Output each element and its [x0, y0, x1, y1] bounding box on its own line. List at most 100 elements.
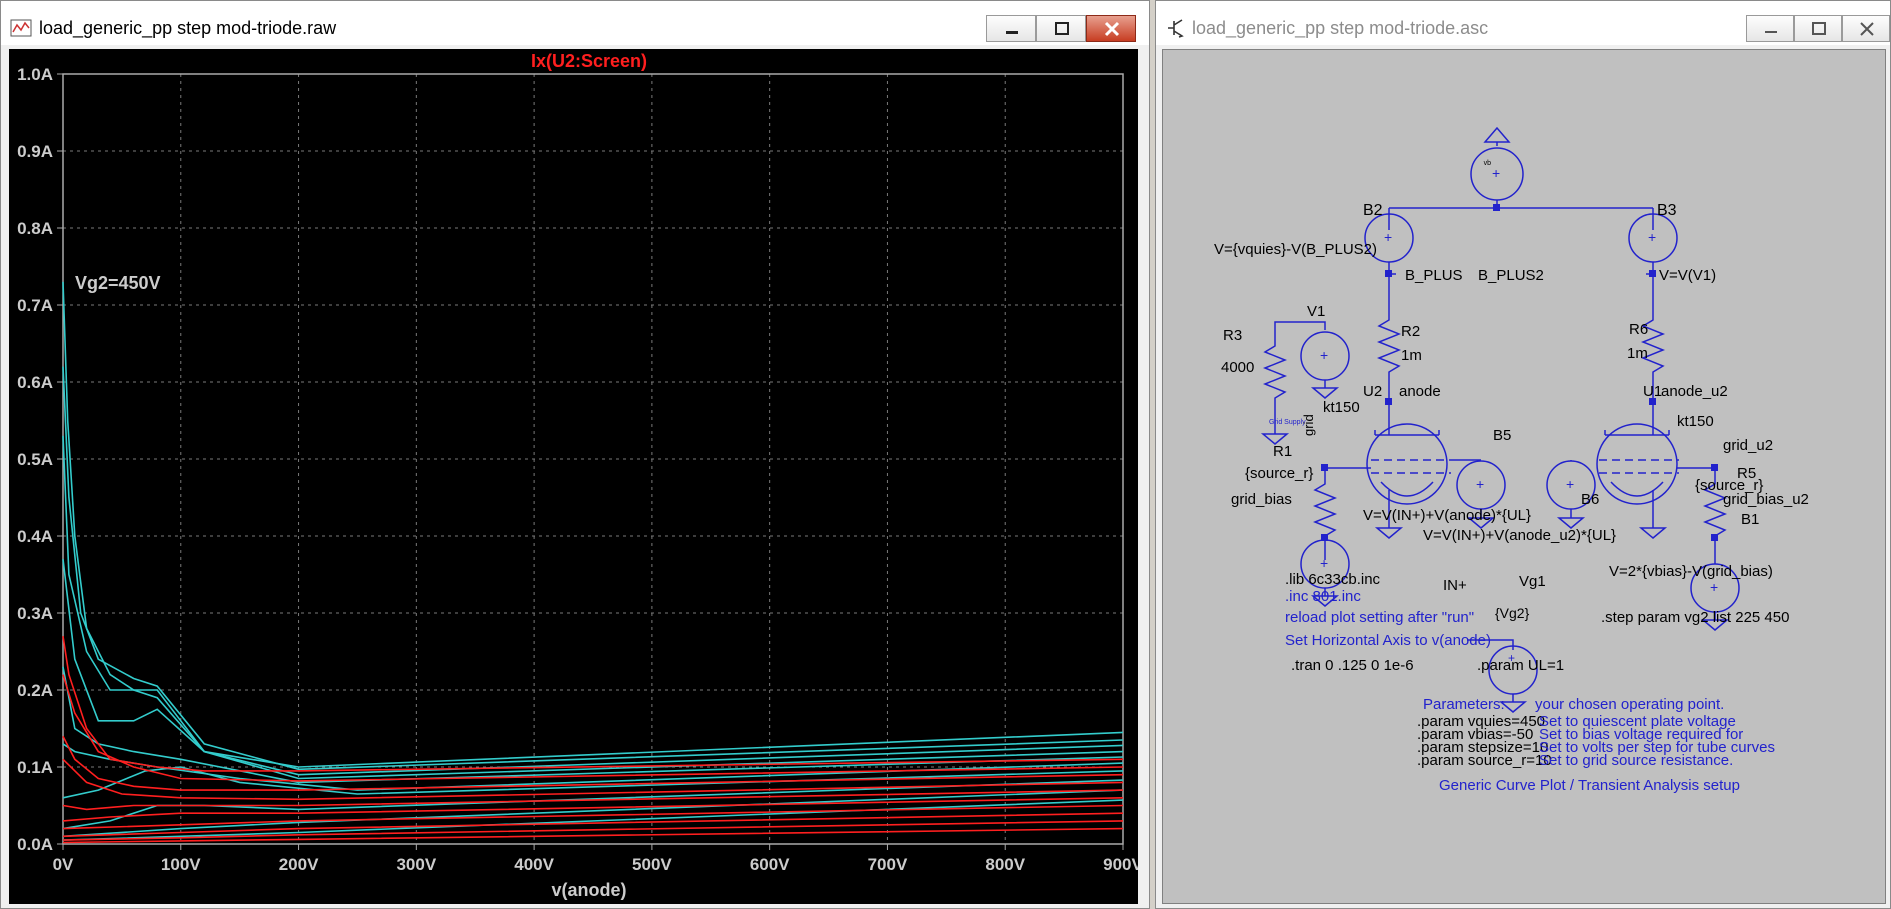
vg1-label[interactable]: Vg1 — [1519, 573, 1546, 590]
schematic-app-icon — [1168, 19, 1184, 38]
u1-model[interactable]: kt150 — [1677, 413, 1714, 430]
y-tick-label: 0.6A — [17, 373, 53, 392]
anode-net: anode — [1399, 383, 1441, 400]
r1-value[interactable]: {source_r} — [1245, 465, 1313, 482]
svg-text:+: + — [1710, 579, 1718, 595]
r3-value[interactable]: 4000 — [1221, 359, 1254, 376]
b3-expression[interactable]: V=V(V1) — [1659, 267, 1716, 284]
inc-directive[interactable]: .inc 801.inc — [1285, 588, 1361, 605]
trace-line-16[interactable] — [62, 797, 1124, 822]
r6-value[interactable]: 1m — [1627, 345, 1648, 362]
note-source-r[interactable]: Set to grid source resistance. — [1539, 752, 1733, 769]
v1-label[interactable]: V1 — [1307, 303, 1325, 320]
r3-label[interactable]: R3 — [1223, 327, 1242, 344]
b3-label[interactable]: B3 — [1657, 202, 1677, 219]
trace-line-11[interactable] — [62, 635, 1124, 772]
schematic-window-title: load_generic_pp step mod-triode.asc — [1192, 18, 1489, 38]
schematic-minimize-button[interactable] — [1746, 15, 1794, 42]
trace-line-5[interactable] — [62, 666, 1124, 784]
waveform-window[interactable]: load_generic_pp step mod-triode.raw Ix(U… — [0, 0, 1150, 909]
trace-name[interactable]: Ix(U2:Screen) — [531, 51, 647, 71]
schematic-titlebar[interactable]: load_generic_pp step mod-triode.asc — [1156, 1, 1890, 45]
schematic-junctions — [1321, 204, 1718, 541]
u1-label[interactable]: U1 — [1643, 383, 1662, 400]
param-ul-directive[interactable]: .param UL=1 — [1477, 657, 1564, 674]
x-tick-label: 0V — [53, 855, 74, 874]
r5-value[interactable]: {source_r} — [1695, 477, 1763, 494]
y-tick-label: 0.8A — [17, 219, 53, 238]
b6-expression[interactable]: V=V(IN+)+V(anode_u2)*{UL} — [1423, 527, 1616, 544]
u2-label[interactable]: U2 — [1363, 383, 1382, 400]
x-tick-label: 500V — [632, 855, 672, 874]
lib-directive[interactable]: .lib 6c33cb.inc — [1285, 571, 1381, 588]
horizontal-axis-comment[interactable]: Set Horizontal Axis to v(anode) — [1285, 632, 1491, 649]
x-tick-label: 200V — [279, 855, 319, 874]
trace-line-13[interactable] — [62, 735, 1124, 791]
in-plus-net: IN+ — [1443, 577, 1467, 594]
y-tick-label: 0.7A — [17, 296, 53, 315]
trace-line-3[interactable] — [62, 435, 1124, 776]
param-vquies[interactable]: .param vquies=450 — [1417, 713, 1545, 730]
param-vbias[interactable]: .param vbias=-50 — [1417, 726, 1533, 743]
trace-line-18[interactable] — [62, 812, 1124, 838]
close-button[interactable] — [1086, 15, 1136, 42]
schematic-drawing[interactable]: + + + + + + + + + B2 B3 V={vquies}-V(B_P… — [1163, 50, 1885, 903]
b2-label[interactable]: B2 — [1363, 202, 1383, 219]
setup-footer[interactable]: Generic Curve Plot / Transient Analysis … — [1439, 777, 1740, 794]
schematic-labels: B2 B3 V={vquies}-V(B_PLUS2) V=V(V1) B_PL… — [1214, 160, 1809, 794]
trace-line-1[interactable] — [62, 281, 1124, 768]
close-icon — [1860, 22, 1874, 36]
b6-label[interactable]: B6 — [1581, 491, 1599, 508]
trace-line-15[interactable] — [62, 789, 1124, 811]
vg1-value[interactable]: {Vg2} — [1495, 605, 1530, 621]
b-plus-net: B_PLUS — [1405, 267, 1463, 284]
close-icon — [1104, 21, 1120, 37]
note-vbias[interactable]: Set to bias voltage required for — [1539, 726, 1743, 743]
vb-label: vb — [1484, 160, 1492, 167]
svg-text:+: + — [1566, 476, 1574, 492]
y-tick-label: 1.0A — [17, 65, 53, 84]
tran-directive[interactable]: .tran 0 .125 0 1e-6 — [1291, 657, 1414, 674]
b1-label[interactable]: B1 — [1741, 511, 1759, 528]
schematic-window[interactable]: load_generic_pp step mod-triode.asc — [1155, 0, 1891, 909]
r6-label[interactable]: R6 — [1629, 321, 1648, 338]
trace-line-14[interactable] — [62, 758, 1124, 801]
trace-line-2[interactable] — [62, 366, 1124, 771]
b2-expression[interactable]: V={vquies}-V(B_PLUS2) — [1214, 241, 1377, 258]
parameters-heading[interactable]: Parameters: — [1423, 696, 1505, 713]
waveform-titlebar[interactable]: load_generic_pp step mod-triode.raw — [1, 1, 1149, 45]
trace-line-20[interactable] — [62, 827, 1124, 844]
b1-expression[interactable]: V=2*{vbias}-V(grid_bias) — [1609, 563, 1773, 580]
waveform-chart[interactable]: Ix(U2:Screen) 0.0A 0.1A 0.2A 0.3A 0.4A 0.5A 0.… — [9, 49, 1143, 904]
x-tick-label: 800V — [985, 855, 1025, 874]
reload-comment[interactable]: reload plot setting after "run" — [1285, 609, 1474, 626]
r5-label[interactable]: R5 — [1737, 465, 1756, 482]
maximize-button[interactable] — [1036, 15, 1086, 42]
schematic-maximize-button[interactable] — [1794, 15, 1842, 42]
b5-expression[interactable]: V=V(IN+)+V(anode)*{UL} — [1363, 507, 1531, 524]
u2-model[interactable]: kt150 — [1323, 399, 1360, 416]
trace-line-17[interactable] — [62, 804, 1124, 830]
x-axis-label[interactable]: v(anode) — [551, 880, 626, 900]
note-vquies[interactable]: Set to quiescent plate voltage — [1539, 713, 1736, 730]
schematic-close-button[interactable] — [1842, 15, 1890, 42]
trace-line-4[interactable] — [62, 559, 1124, 780]
b5-label[interactable]: B5 — [1493, 427, 1511, 444]
r1-label[interactable]: R1 — [1273, 443, 1292, 460]
param-source-r[interactable]: .param source_r=10 — [1417, 752, 1552, 769]
svg-text:+: + — [1320, 555, 1328, 571]
minimize-button[interactable] — [986, 15, 1036, 42]
schematic-canvas[interactable]: + + + + + + + + + B2 B3 V={vquies}-V(B_P… — [1162, 49, 1886, 904]
plot-pane[interactable]: Ix(U2:Screen) 0.0A 0.1A 0.2A 0.3A 0.4A 0.5A 0.… — [9, 49, 1144, 904]
trace-line-12[interactable] — [62, 674, 1124, 782]
note-stepsize[interactable]: Set to volts per step for tube curves — [1539, 739, 1775, 756]
r2-value[interactable]: 1m — [1401, 347, 1422, 364]
step-directive[interactable]: .step param vg2 list 225 450 — [1601, 609, 1789, 626]
r2-label[interactable]: R2 — [1401, 323, 1420, 340]
trace-line-19[interactable] — [62, 820, 1124, 841]
waveform-app-icon — [10, 19, 32, 37]
x-tick-label: 700V — [868, 855, 908, 874]
param-stepsize[interactable]: .param stepsize=10 — [1417, 739, 1548, 756]
trace-line-7[interactable] — [62, 766, 1124, 799]
operating-point-heading[interactable]: your chosen operating point. — [1535, 696, 1724, 713]
